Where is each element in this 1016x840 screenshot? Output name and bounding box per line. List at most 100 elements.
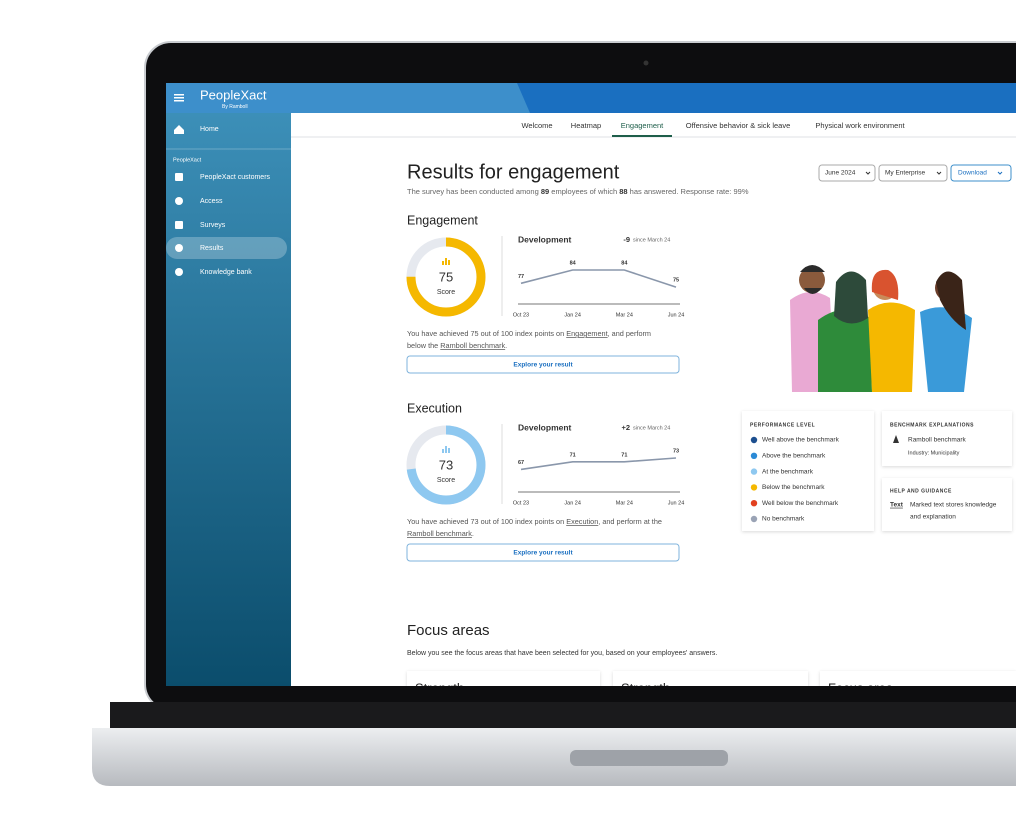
description-part: 100 — [501, 329, 513, 338]
benchmark-name: Ramboll benchmark — [908, 437, 967, 444]
focus-card-title: Strength — [415, 680, 464, 695]
focus-title: Focus areas — [407, 622, 490, 639]
gauge-score: 73 — [439, 457, 453, 472]
description-part: . — [472, 529, 474, 538]
tab[interactable]: Physical work environment — [815, 121, 905, 130]
legend-swatch — [750, 452, 758, 459]
gauge-arc — [406, 425, 486, 505]
tab-active — [612, 135, 672, 137]
caret — [997, 171, 1003, 175]
people-illustration — [790, 265, 972, 392]
x-tick-label: Jun 24 — [668, 500, 685, 506]
gauge-icon — [442, 449, 444, 453]
sidebar — [166, 113, 291, 686]
description-part: You have achieved — [407, 517, 470, 526]
description-part: out of — [479, 329, 501, 338]
legend-label: Below the benchmark — [762, 484, 825, 491]
brand: PeopleXact — [200, 87, 267, 102]
home-icon — [174, 125, 184, 134]
menu-icon[interactable] — [174, 94, 184, 102]
description-line: You have achieved 73 out of 100 index po… — [407, 517, 662, 526]
description-part: 73 — [470, 517, 478, 526]
description-part: Engagement — [566, 329, 607, 338]
subtitle-part: The survey has been conducted among — [407, 187, 541, 196]
description-part: Ramboll benchmark — [407, 529, 472, 538]
value-label: 84 — [621, 260, 628, 266]
value-label: 84 — [570, 260, 577, 266]
legend-label: Well below the benchmark — [762, 500, 839, 507]
screen: PeopleXact By Ramboll Home PeopleXact Re… — [166, 83, 1016, 695]
x-tick-label: Mar 24 — [616, 500, 633, 506]
benchmark-icon — [893, 435, 899, 443]
card-title: Engagement — [407, 213, 478, 227]
unit-label[interactable]: My Enterprise — [885, 170, 925, 177]
development-change: +2 — [621, 423, 630, 432]
explore-label[interactable]: Explore your result — [513, 550, 573, 557]
subtitle-part: employees of which — [549, 187, 619, 196]
gauge-icon — [442, 261, 444, 265]
download-button[interactable] — [950, 164, 1012, 182]
development-since: since March 24 — [633, 237, 670, 243]
legend-swatch — [750, 468, 758, 475]
caret — [936, 171, 942, 175]
nav-item[interactable]: Access — [200, 198, 223, 205]
description-line: You have achieved 75 out of 100 index po… — [407, 329, 651, 338]
legend-swatch — [750, 515, 758, 523]
tab[interactable]: Offensive behavior & sick leave — [686, 121, 791, 130]
x-tick-label: Jan 24 — [564, 500, 581, 506]
focus-card — [613, 671, 808, 686]
tab[interactable]: Heatmap — [571, 121, 601, 130]
nav-item[interactable]: PeopleXact customers — [200, 174, 271, 181]
explore-button[interactable] — [406, 543, 680, 562]
description-part: , and perform at the — [598, 517, 662, 526]
description-part: , and perform — [608, 329, 651, 338]
subtitle-part: 88 — [619, 187, 627, 196]
brand-sub: By Ramboll — [222, 104, 248, 110]
nav-icon — [175, 197, 183, 205]
value-label: 67 — [518, 460, 524, 466]
nav-item[interactable]: Surveys — [200, 222, 226, 229]
description-part: index points on — [513, 329, 566, 338]
period-select[interactable] — [818, 164, 876, 182]
tab[interactable]: Welcome — [521, 121, 552, 130]
benchmark-title: BENCHMARK EXPLANATIONS — [890, 422, 974, 428]
gauge-label: Score — [437, 289, 455, 296]
benchmark-panel — [882, 411, 1012, 466]
explore-button[interactable] — [406, 355, 680, 374]
gauge-icon — [448, 448, 450, 453]
focus-card-title: Focus area — [828, 680, 894, 695]
legend-swatch — [750, 484, 758, 491]
tab[interactable]: Engagement — [621, 121, 664, 130]
development-title: Development — [518, 234, 572, 244]
card-title: Execution — [407, 401, 462, 415]
camera — [643, 60, 649, 66]
description-part: 75 — [470, 329, 478, 338]
help-term: Text — [890, 502, 904, 509]
description-part: index points on — [513, 517, 566, 526]
description-part: Ramboll benchmark — [440, 341, 505, 350]
focus-card-title: Strength — [621, 680, 670, 695]
download-label[interactable]: Download — [958, 170, 987, 177]
help-panel — [882, 478, 1012, 531]
subtitle-part: 89 — [541, 187, 549, 196]
nav-item[interactable]: Results — [200, 245, 224, 252]
description-part: below the — [407, 341, 440, 350]
x-tick-label: Oct 23 — [513, 500, 529, 506]
unit-select[interactable] — [878, 164, 948, 182]
nav-item[interactable]: Knowledge bank — [200, 269, 252, 276]
legend-panel — [742, 411, 874, 531]
x-tick-label: Jan 24 — [564, 312, 581, 318]
x-tick-label: Oct 23 — [513, 312, 529, 318]
development-change: -9 — [623, 235, 630, 244]
period-label[interactable]: June 2024 — [825, 170, 856, 177]
explore-label[interactable]: Explore your result — [513, 362, 573, 369]
laptop-base — [92, 728, 1016, 786]
development-since: since March 24 — [633, 425, 670, 431]
legend-label: At the benchmark — [762, 468, 814, 475]
value-label: 75 — [673, 278, 679, 284]
description-part: 100 — [501, 517, 513, 526]
focus-card — [407, 671, 600, 686]
nav-item[interactable]: Home — [200, 126, 219, 133]
gauge-label: Score — [437, 477, 455, 484]
